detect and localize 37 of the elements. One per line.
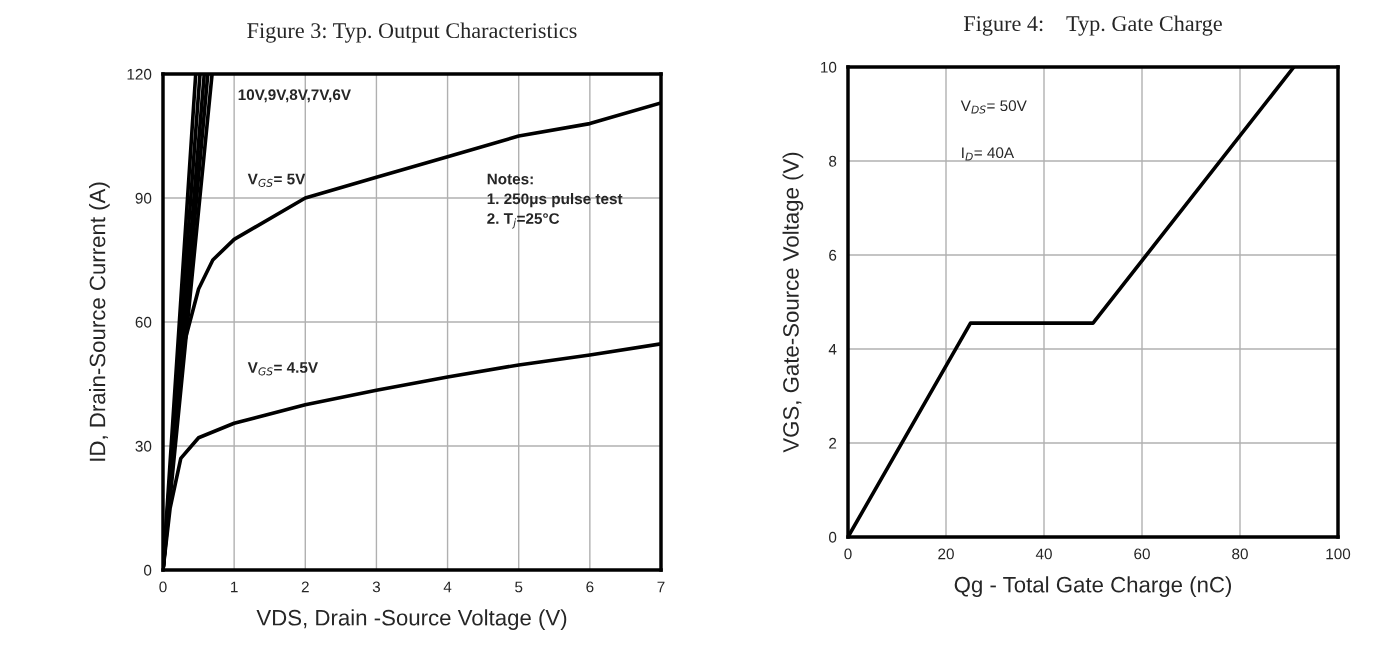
x-tick-label: 7 — [657, 581, 665, 593]
annotation: V$_{GS}$= 4.5V — [247, 362, 318, 376]
y-axis-title: VGS, Gate-Source Voltage (V) — [782, 152, 804, 453]
x-axis-title: Qg - Total Gate Charge (nC) — [954, 576, 1231, 597]
x-tick-label: 2 — [301, 581, 309, 593]
y-tick-label: 0 — [828, 531, 837, 543]
x-tick-label: 100 — [1326, 548, 1351, 560]
x-tick-label: 1 — [231, 581, 238, 593]
x-tick-label: 40 — [1035, 548, 1052, 560]
x-tick-label: 60 — [1134, 548, 1150, 560]
x-tick-label: 20 — [938, 548, 954, 560]
chart-title: Figure 3: Typ. Output Characteristics — [247, 22, 577, 43]
y-tick-label: 6 — [829, 249, 837, 261]
y-tick-label: 60 — [135, 316, 152, 328]
y-tick-label: 8 — [829, 155, 837, 167]
x-tick-label: 4 — [443, 581, 452, 593]
y-axis-title: ID, Drain-Source Current (A) — [89, 182, 110, 461]
x-tick-label: 6 — [586, 581, 594, 593]
chart-title: Figure 4: Typ. Gate Charge — [963, 15, 1222, 36]
x-tick-label: 0 — [159, 581, 167, 593]
x-tick-label: 0 — [844, 548, 852, 560]
y-tick-label: 2 — [829, 437, 837, 449]
y-tick-label: 4 — [828, 344, 837, 355]
x-tick-label: 80 — [1232, 548, 1248, 560]
annotation: V$_{DS}$= 50V — [960, 100, 1027, 114]
y-tick-label: 30 — [135, 440, 152, 452]
y-tick-label: 120 — [127, 68, 152, 80]
annotation: V$_{GS}$= 5V — [247, 173, 306, 187]
y-tick-label: 90 — [135, 192, 152, 204]
annotation: I$_{D}$= 40A — [962, 147, 1015, 161]
y-tick-label: 0 — [143, 564, 152, 576]
x-tick-label: 5 — [515, 581, 523, 593]
annotation: 10V,9V,8V,7V,6V — [238, 89, 351, 103]
x-tick-label: 3 — [372, 581, 381, 593]
y-tick-label: 10 — [821, 61, 837, 73]
annotation: Notes: 1. 250μs pulse test 2. T$_{j}$=25°C — [487, 173, 623, 229]
x-axis-title: VDS, Drain -Source Voltage (V) — [256, 609, 567, 630]
